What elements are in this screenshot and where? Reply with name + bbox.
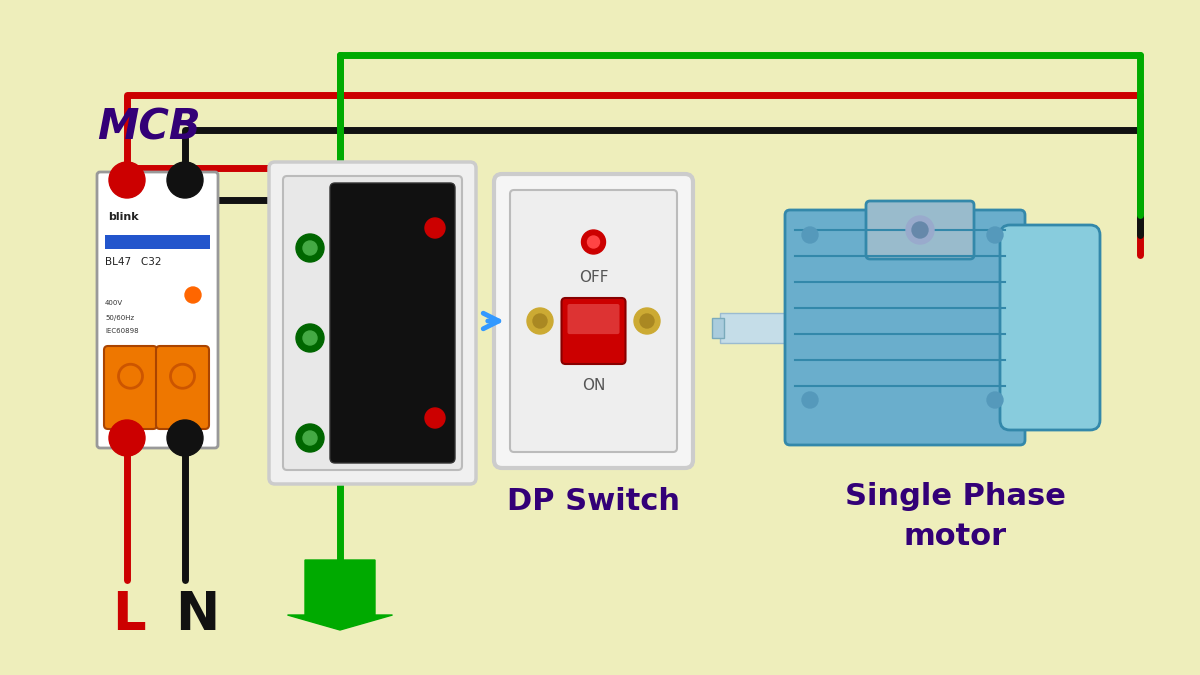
- Circle shape: [296, 424, 324, 452]
- FancyBboxPatch shape: [1000, 225, 1100, 430]
- Text: IEC60898: IEC60898: [106, 328, 139, 334]
- Text: Single Phase: Single Phase: [845, 482, 1066, 511]
- Circle shape: [167, 420, 203, 456]
- Circle shape: [302, 331, 317, 345]
- FancyBboxPatch shape: [97, 172, 218, 448]
- Text: 400V: 400V: [106, 300, 124, 306]
- Text: ON: ON: [582, 378, 605, 393]
- FancyBboxPatch shape: [866, 201, 974, 259]
- Circle shape: [634, 308, 660, 334]
- Text: blink: blink: [108, 212, 139, 222]
- FancyBboxPatch shape: [568, 304, 619, 334]
- Circle shape: [302, 241, 317, 255]
- Circle shape: [588, 236, 600, 248]
- Circle shape: [802, 227, 818, 243]
- Circle shape: [167, 162, 203, 198]
- Circle shape: [533, 314, 547, 328]
- Circle shape: [986, 392, 1003, 408]
- FancyBboxPatch shape: [104, 346, 157, 429]
- Circle shape: [296, 324, 324, 352]
- FancyBboxPatch shape: [156, 346, 209, 429]
- FancyBboxPatch shape: [562, 298, 625, 364]
- Circle shape: [185, 287, 202, 303]
- Text: L: L: [112, 589, 145, 641]
- FancyBboxPatch shape: [785, 210, 1025, 445]
- Polygon shape: [288, 560, 392, 630]
- Text: MCB: MCB: [97, 107, 200, 149]
- Circle shape: [640, 314, 654, 328]
- Text: N: N: [175, 589, 220, 641]
- Text: motor: motor: [904, 522, 1007, 551]
- Circle shape: [425, 408, 445, 428]
- Text: 50/60Hz: 50/60Hz: [106, 315, 134, 321]
- FancyBboxPatch shape: [269, 162, 476, 484]
- Circle shape: [296, 234, 324, 262]
- Circle shape: [912, 222, 928, 238]
- Text: DP Switch: DP Switch: [508, 487, 680, 516]
- FancyBboxPatch shape: [106, 235, 210, 249]
- FancyBboxPatch shape: [510, 190, 677, 452]
- FancyBboxPatch shape: [720, 313, 800, 342]
- Circle shape: [109, 162, 145, 198]
- FancyBboxPatch shape: [712, 317, 724, 338]
- Circle shape: [582, 230, 606, 254]
- Circle shape: [527, 308, 553, 334]
- Text: OFF: OFF: [578, 270, 608, 285]
- Circle shape: [302, 431, 317, 445]
- FancyBboxPatch shape: [283, 176, 462, 470]
- Text: BL47   C32: BL47 C32: [106, 257, 162, 267]
- Circle shape: [986, 227, 1003, 243]
- Circle shape: [109, 420, 145, 456]
- FancyBboxPatch shape: [330, 183, 455, 463]
- Circle shape: [906, 216, 934, 244]
- Circle shape: [425, 218, 445, 238]
- FancyBboxPatch shape: [494, 174, 694, 468]
- Circle shape: [802, 392, 818, 408]
